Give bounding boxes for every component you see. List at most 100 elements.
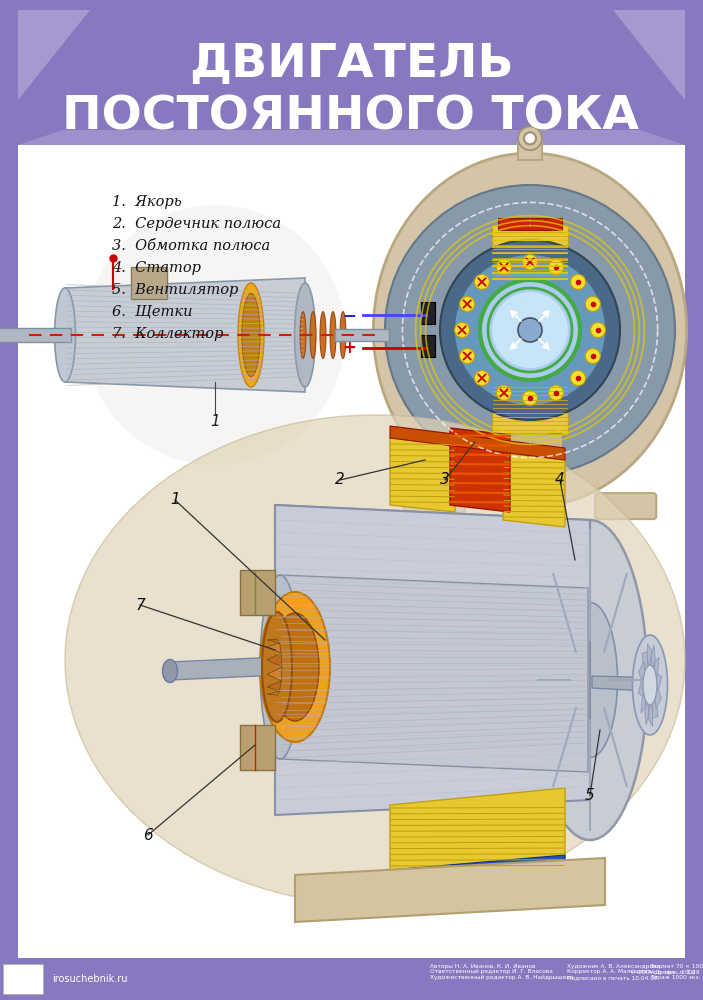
Circle shape [496,260,512,275]
Circle shape [455,255,605,405]
Text: 4: 4 [555,473,565,488]
Polygon shape [267,639,280,643]
Bar [0,958,703,1000]
Polygon shape [654,657,659,676]
Circle shape [455,322,470,338]
Ellipse shape [633,635,668,735]
Text: 5: 5 [585,788,595,802]
Text: 2: 2 [335,473,345,488]
Bar [0,328,71,342]
Text: 1: 1 [210,414,220,430]
Polygon shape [267,691,280,695]
Circle shape [522,390,538,406]
Circle shape [586,349,600,364]
Text: irosuchebnik.ru: irosuchebnik.ru [52,974,128,984]
Polygon shape [651,645,655,669]
Polygon shape [18,130,685,145]
Polygon shape [655,674,662,692]
Polygon shape [654,688,662,708]
Ellipse shape [330,312,336,358]
Polygon shape [641,694,645,713]
Text: Художник А. В. Александрова
Корректор А. А. Малышева
Подписано в печать 10.04.07: Художник А. В. Александрова Корректор А.… [567,964,660,980]
Text: +: + [342,339,356,357]
Polygon shape [275,505,590,565]
Circle shape [524,132,536,144]
Text: 4.  Статор: 4. Статор [112,261,201,275]
Circle shape [571,274,586,289]
Circle shape [496,385,512,400]
Polygon shape [267,643,281,653]
Circle shape [518,318,542,342]
Bar [3,964,43,994]
Ellipse shape [260,575,300,759]
Bar [420,335,434,357]
Polygon shape [65,278,305,392]
Ellipse shape [310,312,316,358]
Circle shape [519,127,541,149]
Polygon shape [275,505,590,815]
Text: © ООО «Дрофа», 2006: © ООО «Дрофа», 2006 [630,969,695,975]
Polygon shape [613,10,685,145]
Polygon shape [240,725,275,770]
Polygon shape [647,644,652,667]
Text: 6: 6 [143,828,153,842]
Ellipse shape [532,520,647,840]
Ellipse shape [260,592,330,742]
Ellipse shape [242,293,260,377]
Polygon shape [592,676,665,692]
Text: 7: 7 [135,597,145,612]
Text: 3: 3 [440,473,450,488]
Text: 1: 1 [170,492,180,508]
Ellipse shape [643,665,657,705]
Ellipse shape [373,153,687,507]
Polygon shape [652,701,658,718]
Text: ДВИГАТЕЛЬ: ДВИГАТЕЛЬ [188,42,513,88]
FancyBboxPatch shape [404,493,465,519]
Polygon shape [240,570,275,615]
Text: 6.  Щетки: 6. Щетки [112,305,193,319]
Polygon shape [131,267,167,299]
Polygon shape [390,788,565,877]
Polygon shape [295,858,605,922]
Ellipse shape [238,283,264,387]
Polygon shape [638,678,645,696]
Ellipse shape [162,660,177,682]
Polygon shape [450,428,510,512]
Bar [498,218,562,230]
Polygon shape [648,703,653,726]
Circle shape [440,240,620,420]
Polygon shape [390,438,455,512]
Bar [18,10,685,145]
Bar [492,225,568,280]
Polygon shape [390,855,565,890]
Ellipse shape [562,602,617,758]
Polygon shape [267,653,282,667]
Polygon shape [638,662,645,682]
Text: 7.  Коллектор: 7. Коллектор [112,327,224,341]
Circle shape [492,292,568,368]
Circle shape [475,274,489,289]
Ellipse shape [55,288,75,382]
Bar [420,302,434,324]
Polygon shape [645,701,649,725]
Bar [492,380,568,435]
Polygon shape [503,453,565,527]
Circle shape [475,371,489,386]
Text: 5.  Вентилятор: 5. Вентилятор [112,283,238,297]
Text: 1.  Якорь: 1. Якорь [112,195,182,209]
Bar [518,142,542,160]
Circle shape [460,296,475,311]
Ellipse shape [320,312,326,358]
Circle shape [385,185,675,475]
Bar [335,329,389,341]
Polygon shape [390,426,565,460]
Circle shape [480,280,580,380]
Circle shape [548,385,564,400]
Ellipse shape [262,612,292,722]
Polygon shape [280,575,588,772]
Bar [498,433,562,447]
Polygon shape [642,652,647,669]
Text: Формат 70 × 100
Усл. печ. л. 1,29
Тираж 1000 экз.: Формат 70 × 100 Усл. печ. л. 1,29 Тираж … [650,964,703,980]
Circle shape [460,349,475,364]
Polygon shape [267,667,282,681]
